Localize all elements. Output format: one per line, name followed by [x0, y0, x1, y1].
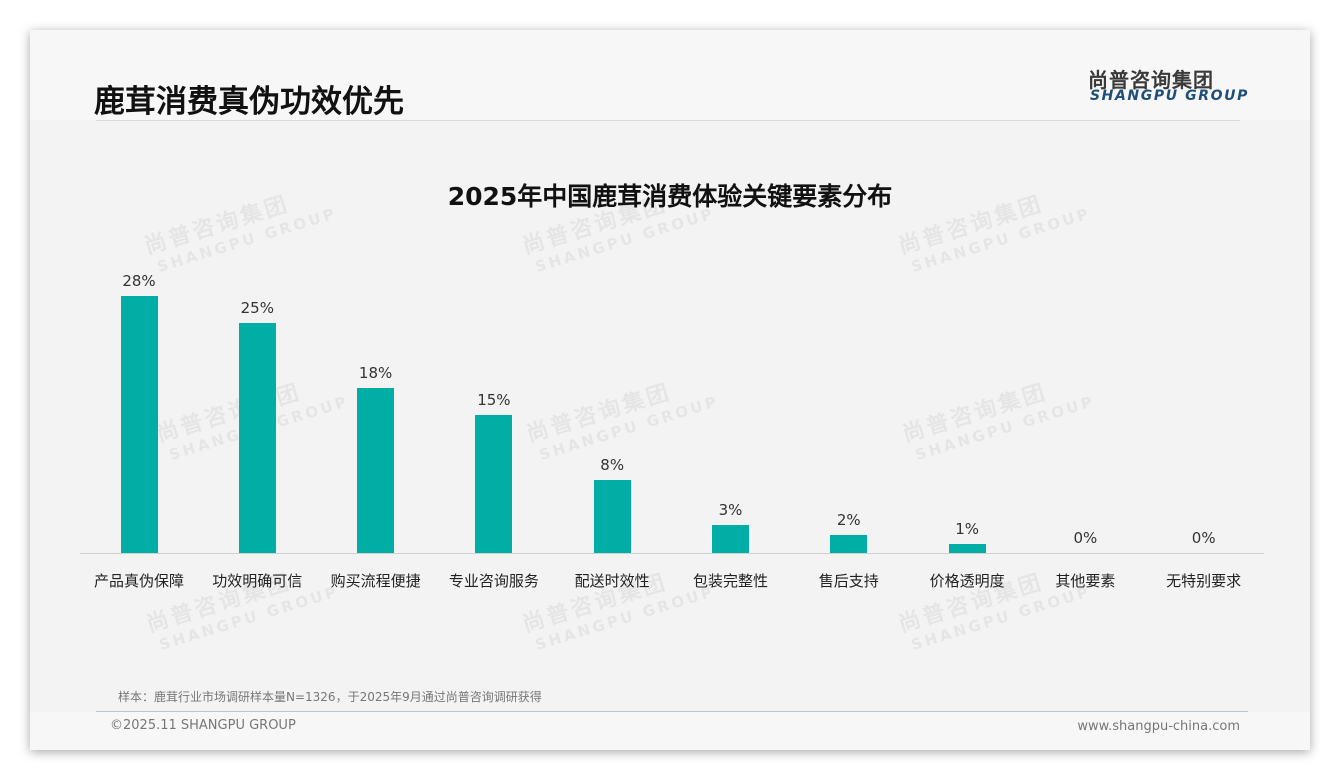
logo-chinese: 尚普咨询集团 [1088, 68, 1214, 92]
category-label: 包装完整性 [692, 572, 768, 590]
watermark-cn: 尚普咨询集团 [899, 379, 1051, 448]
watermark: 尚普咨询集团 SHANGPU GROUP [898, 362, 1097, 466]
bar [475, 415, 513, 553]
title-divider [96, 120, 1240, 121]
bar [830, 535, 868, 553]
category-label: 功效明确可信 [212, 572, 303, 590]
bar-value-label: 15% [477, 391, 511, 409]
bar [357, 388, 395, 553]
watermark-cn: 尚普咨询集团 [523, 379, 675, 448]
category-label: 专业咨询服务 [448, 572, 539, 590]
watermark-en: SHANGPU GROUP [913, 392, 1098, 465]
category-label: 配送时效性 [574, 572, 650, 590]
slide: 鹿茸消费真伪功效优先 尚普咨询集团 SHANGPU GROUP 尚普咨询集团 SH… [30, 30, 1310, 750]
category-label: 无特别要求 [1166, 572, 1242, 590]
watermark-cn: 尚普咨询集团 [143, 569, 295, 638]
bar-value-label: 18% [358, 364, 393, 382]
watermark: 尚普咨询集团 SHANGPU GROUP [142, 552, 341, 656]
x-axis-line [80, 553, 1264, 554]
chart-title: 2025年中国鹿茸消费体验关键要素分布 [447, 182, 893, 211]
bar-value-label: 0% [1073, 529, 1098, 547]
watermark: 尚普咨询集团 SHANGPU GROUP [522, 362, 721, 466]
watermark-en: SHANGPU GROUP [155, 204, 340, 277]
bar-value-label: 2% [836, 511, 861, 529]
logo-english: SHANGPU GROUP [1090, 88, 1249, 104]
watermark-cn: 尚普咨询集团 [519, 569, 671, 638]
bar-value-label: 3% [718, 501, 743, 519]
footer-divider [96, 711, 1248, 712]
website-link: www.shangpu-china.com [1077, 719, 1240, 734]
bar [120, 296, 158, 553]
watermark-cn: 尚普咨询集团 [895, 569, 1047, 638]
bar [712, 525, 749, 553]
bar [948, 544, 986, 553]
watermark: 尚普咨询集团 SHANGPU GROUP [894, 552, 1093, 656]
watermark-en: SHANGPU GROUP [533, 582, 718, 655]
watermark-en: SHANGPU GROUP [909, 582, 1094, 655]
category-label: 购买流程便捷 [330, 572, 421, 590]
sample-note: 样本：鹿茸行业市场调研样本量N=1326，于2025年9月通过尚普咨询调研获得 [118, 690, 542, 704]
bar-value-label: 8% [600, 456, 625, 474]
bar [593, 480, 631, 553]
bar-value-label: 28% [122, 272, 156, 290]
page-title: 鹿茸消费真伪功效优先 [94, 84, 404, 120]
category-label: 其他要素 [1055, 572, 1116, 590]
header-band [30, 30, 1310, 120]
watermark-en: SHANGPU GROUP [157, 582, 342, 655]
bar-value-label: 1% [955, 520, 979, 538]
watermark-en: SHANGPU GROUP [909, 204, 1094, 277]
watermark-en: SHANGPU GROUP [537, 392, 722, 465]
copyright: ©2025.11 SHANGPU GROUP [110, 718, 296, 733]
bar [238, 323, 276, 553]
footer-band [30, 712, 1310, 750]
watermark: 尚普咨询集团 SHANGPU GROUP [518, 552, 717, 656]
category-label: 售后支持 [818, 572, 879, 590]
category-label: 产品真伪保障 [93, 572, 184, 590]
bar-value-label: 0% [1191, 529, 1216, 547]
category-label: 价格透明度 [929, 572, 1005, 590]
watermark-en: SHANGPU GROUP [533, 204, 718, 277]
bar-value-label: 25% [240, 299, 274, 317]
